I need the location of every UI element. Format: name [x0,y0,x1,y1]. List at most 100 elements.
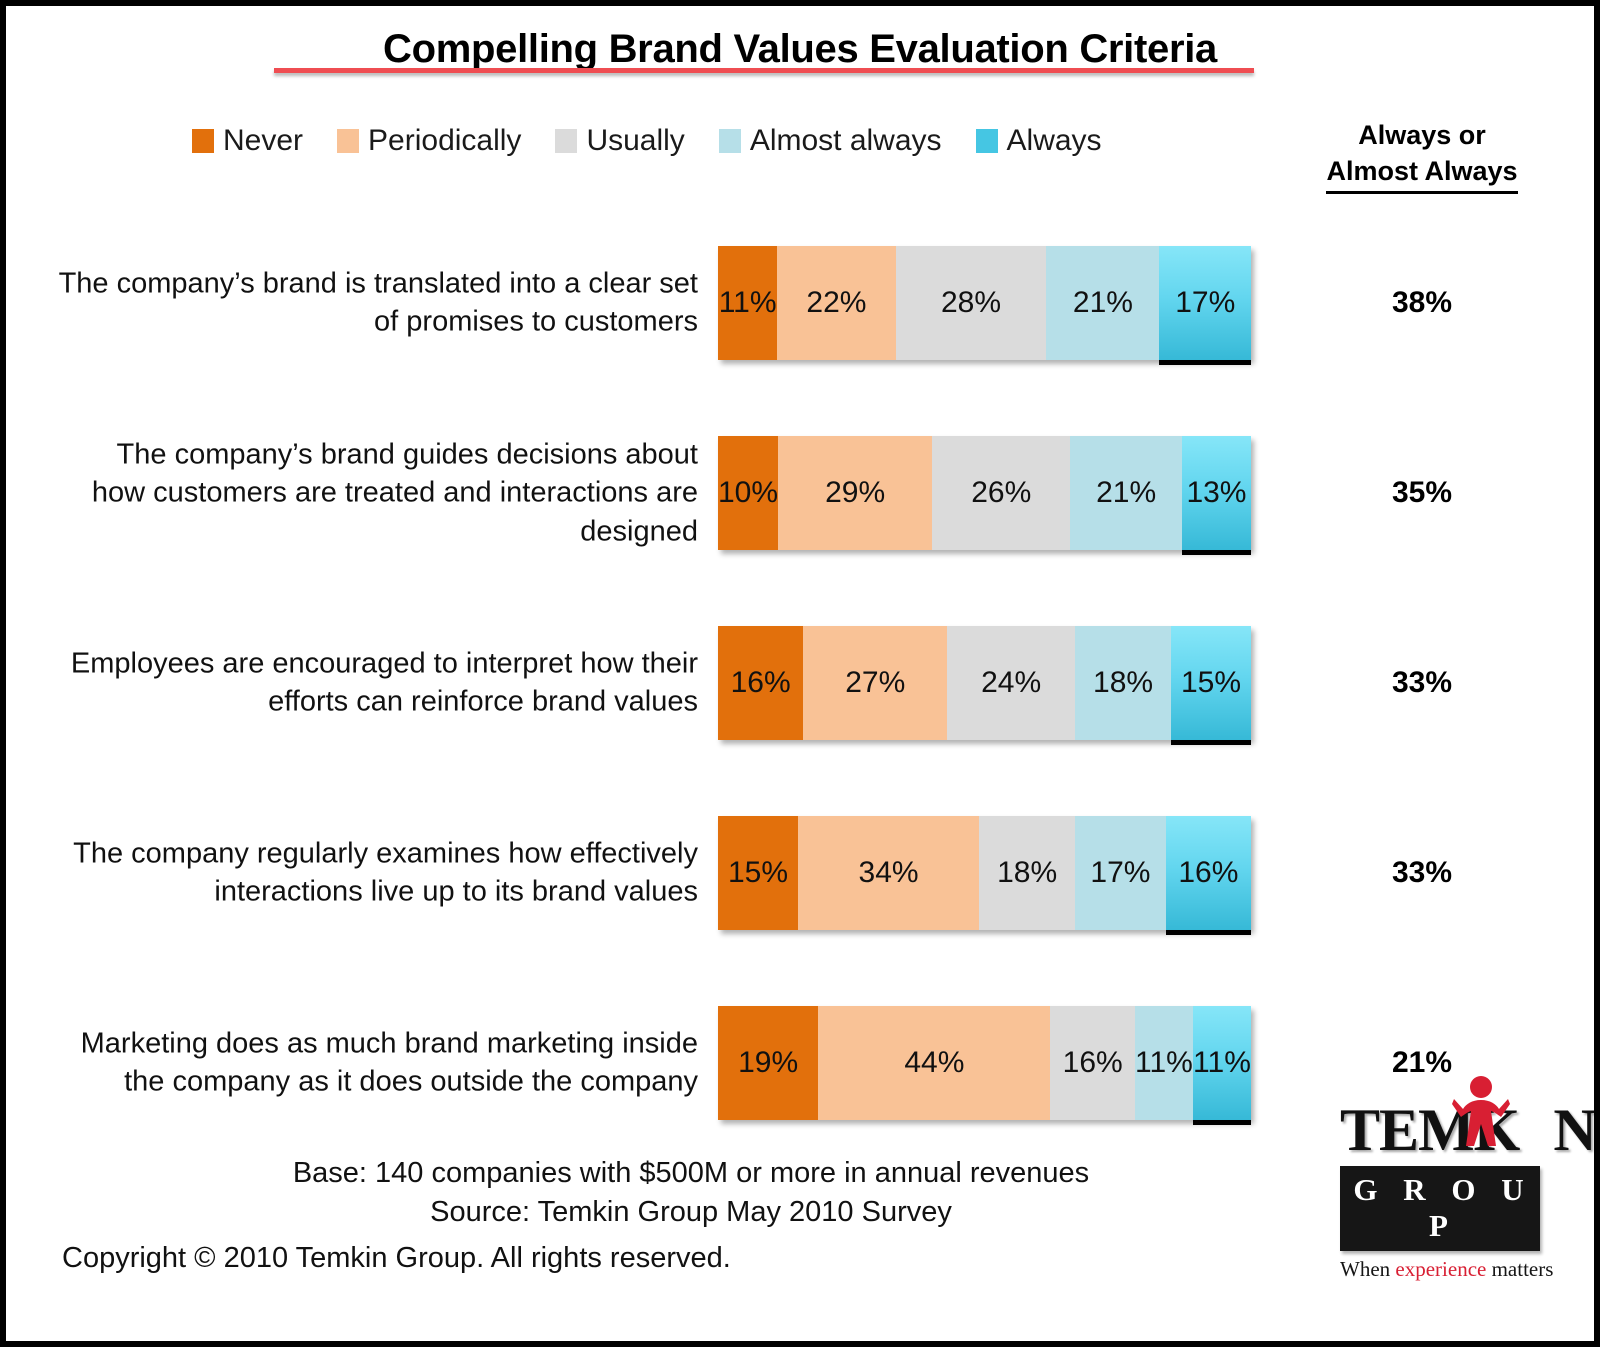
bar-segment-never[interactable]: 11% [718,246,778,360]
page-title-container: Compelling Brand Values Evaluation Crite… [6,28,1594,70]
bar-segment-value: 10% [718,476,779,509]
bar-segment-value: 44% [904,1046,965,1079]
bar-segment-almost-always[interactable]: 21% [1046,246,1160,360]
bar-segment-value: 11% [718,286,777,319]
bar-segment-value: 27% [845,666,906,699]
bar-segment-never[interactable]: 16% [718,626,804,740]
bar-segment-periodically[interactable]: 29% [778,436,933,550]
copyright-text: Copyright © 2010 Temkin Group. All right… [62,1242,731,1274]
chart-row: Marketing does as much brand marketing i… [6,968,1594,1158]
bar-segment-usually[interactable]: 16% [1050,1006,1135,1120]
bar-segment-value: 18% [1093,666,1154,699]
row-label: Marketing does as much brand marketing i… [80,1027,698,1098]
bar-segment-always[interactable]: 15% [1171,626,1251,740]
bar-segment-value: 24% [981,666,1042,699]
bar-segment-value: 22% [806,286,867,319]
footnote: Base: 140 companies with $500M or more i… [186,1154,1196,1232]
person-figure-icon [1452,1076,1510,1146]
legend-swatch-usually [555,129,578,153]
logo-group-band: G R O U P [1340,1166,1540,1251]
bar-segment-never[interactable]: 19% [718,1006,819,1120]
chart-rows: The company’s brand is translated into a… [6,208,1594,1158]
bar-segment-value: 21% [1072,286,1133,319]
bar-segment-usually[interactable]: 28% [895,246,1047,360]
bar-segment-always[interactable]: 16% [1165,816,1251,930]
legend-item-never[interactable]: Never [192,124,303,158]
bar-segment-value: 11% [1193,1046,1251,1079]
summary-header-line1: Always or [1358,120,1486,150]
bar-segment-value: 26% [971,476,1032,509]
stacked-bar-area: 16% 27% 24% 18% 15% [718,626,1251,740]
stacked-bar: 15% 34% 18% 17% 16% [718,816,1251,930]
bar-segment-almost-always[interactable]: 11% [1134,1006,1193,1120]
bar-segment-value: 19% [738,1046,799,1079]
legend-item-label: Always [1006,124,1102,157]
summary-value: 33% [1391,856,1453,889]
bar-segment-value: 15% [727,856,788,889]
bar-segment-usually[interactable]: 18% [979,816,1076,930]
chart-row: The company’s brand guides decisions abo… [6,398,1594,588]
temkin-group-logo: TEMK N G R O U P When experience matters [1340,1076,1594,1286]
row-label: The company’s brand guides decisions abo… [91,438,698,548]
bar-segment-value: 17% [1175,286,1236,319]
stacked-bar: 11% 22% 28% 21% 17% [718,246,1251,360]
stacked-bar-area: 10% 29% 26% 21% 13% [718,436,1251,550]
bar-segment-almost-always[interactable]: 18% [1075,626,1172,740]
legend-item-label: Never [223,124,304,157]
page-title: Compelling Brand Values Evaluation Crite… [383,27,1217,71]
row-label: The company regularly examines how effec… [73,837,698,908]
bar-segment-always[interactable]: 13% [1181,436,1251,550]
summary-value: 35% [1391,476,1453,509]
bar-segment-value: 34% [858,856,919,889]
stacked-bar-area: 11% 22% 28% 21% 17% [718,246,1251,360]
bar-segment-periodically[interactable]: 44% [818,1006,1051,1120]
bar-segment-almost-always[interactable]: 21% [1070,436,1182,550]
chart-row: The company regularly examines how effec… [6,778,1594,968]
legend: Never Periodically Usually Almost always Alw… [192,124,1136,158]
summary-value: 38% [1391,286,1453,319]
chart-row: The company’s brand is translated into a… [6,208,1594,398]
bar-segment-value: 21% [1096,476,1157,509]
bar-segment-never[interactable]: 10% [718,436,779,550]
legend-item-label: Almost always [749,124,942,157]
legend-swatch-periodically [337,129,360,153]
legend-item-label: Usually [586,124,685,157]
bar-segment-always[interactable]: 11% [1192,1006,1251,1120]
bar-segment-usually[interactable]: 24% [947,626,1076,740]
legend-item-periodically[interactable]: Periodically [337,124,521,158]
bar-segment-value: 11% [1135,1046,1193,1079]
summary-column-header: Always or Almost Always [1272,118,1572,194]
bar-segment-value: 17% [1090,856,1151,889]
bar-segment-value: 29% [825,476,886,509]
stacked-bar: 10% 29% 26% 21% 13% [718,436,1251,550]
bar-segment-always[interactable]: 17% [1159,246,1251,360]
stacked-bar: 19% 44% 16% 11% 11% [718,1006,1251,1120]
stacked-bar-area: 15% 34% 18% 17% 16% [718,816,1251,930]
logo-word-n: N [1553,1097,1596,1163]
bar-segment-periodically[interactable]: 22% [777,246,896,360]
bar-segment-usually[interactable]: 26% [932,436,1071,550]
logo-tagline-after: matters [1486,1257,1554,1281]
row-label: The company’s brand is translated into a… [58,267,698,338]
logo-tagline-before: When [1340,1257,1396,1281]
stacked-bar: 16% 27% 24% 18% 15% [718,626,1251,740]
bar-segment-value: 16% [1062,1046,1123,1079]
bar-segment-never[interactable]: 15% [718,816,798,930]
bar-segment-periodically[interactable]: 27% [803,626,948,740]
summary-value: 21% [1391,1046,1453,1079]
legend-item-usually[interactable]: Usually [555,124,685,158]
logo-tagline-accent: experience [1395,1257,1487,1281]
legend-swatch-always [975,129,998,153]
bar-segment-value: 13% [1186,476,1247,509]
bar-segment-periodically[interactable]: 34% [797,816,980,930]
bar-segment-value: 16% [730,666,791,699]
title-underline-rule [274,68,1254,73]
legend-item-always[interactable]: Always [975,124,1102,158]
bar-segment-almost-always[interactable]: 17% [1075,816,1166,930]
chart-row: Employees are encouraged to interpret ho… [6,588,1594,778]
bar-segment-value: 15% [1181,666,1242,699]
row-label: Employees are encouraged to interpret ho… [70,647,698,718]
bar-segment-value: 16% [1178,856,1239,889]
legend-item-almost-always[interactable]: Almost always [718,124,942,158]
